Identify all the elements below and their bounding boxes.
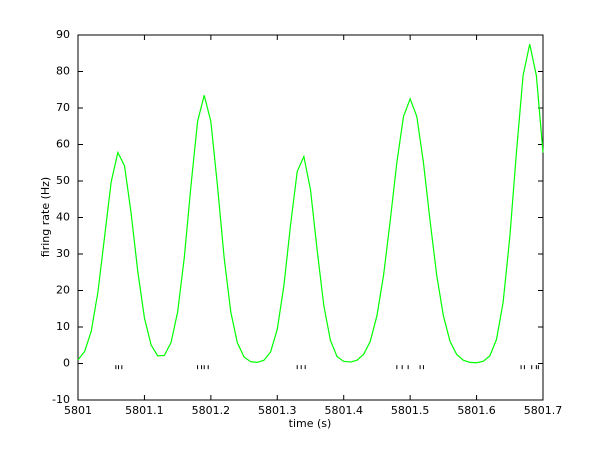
y-tick-label: 50 [56, 174, 70, 187]
x-tick-label: 5801.4 [324, 404, 363, 417]
x-tick-label: 5801.7 [524, 404, 563, 417]
x-tick-label: 5801.5 [391, 404, 430, 417]
y-tick-label: 40 [56, 211, 70, 224]
x-axis-label: time (s) [289, 417, 332, 430]
y-tick-label: 80 [56, 65, 70, 78]
y-tick-label: 20 [56, 284, 70, 297]
y-tick-label: -10 [52, 393, 70, 406]
y-tick-label: 90 [56, 28, 70, 41]
y-axis-label: firing rate (Hz) [39, 177, 52, 257]
y-tick-label: 30 [56, 247, 70, 260]
y-tick-label: 70 [56, 101, 70, 114]
x-tick-label: 5801.1 [125, 404, 164, 417]
x-tick-label: 5801 [64, 404, 92, 417]
data-line [77, 44, 544, 364]
x-tick-label: 5801.3 [258, 404, 297, 417]
y-tick-label: 10 [56, 320, 70, 333]
y-tick-label: 60 [56, 138, 70, 151]
x-tick-label: 5801.2 [192, 404, 231, 417]
x-tick-label: 5801.6 [457, 404, 496, 417]
y-tick-label: 0 [63, 357, 70, 370]
